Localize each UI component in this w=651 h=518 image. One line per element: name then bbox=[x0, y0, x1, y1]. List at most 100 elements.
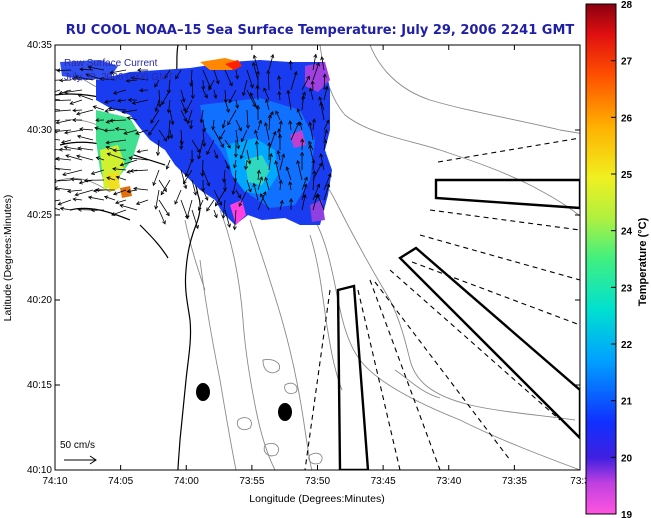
current-vector bbox=[227, 109, 237, 126]
y-axis-ticks: 40:35 40:30 40:25 40:20 40:15 40:10 bbox=[27, 40, 580, 476]
current-vector bbox=[169, 109, 174, 125]
current-vector bbox=[257, 120, 262, 131]
scale-label: 50 cm/s bbox=[60, 440, 95, 451]
current-vector-head bbox=[63, 90, 69, 95]
current-vector-head bbox=[76, 111, 81, 116]
current-vector bbox=[308, 141, 314, 151]
current-vector bbox=[253, 183, 259, 201]
current-vector-head bbox=[288, 181, 293, 186]
current-vector-head bbox=[99, 76, 104, 81]
current-vector bbox=[70, 99, 83, 105]
current-vector bbox=[104, 129, 116, 132]
current-vector bbox=[108, 108, 127, 111]
current-vector-head bbox=[252, 61, 256, 67]
current-vector bbox=[55, 99, 72, 102]
current-vector-head bbox=[109, 70, 114, 75]
current-vector-head bbox=[129, 168, 134, 173]
current-vector bbox=[65, 154, 83, 161]
current-vector-head bbox=[51, 68, 54, 71]
current-vector-head bbox=[70, 177, 75, 182]
current-vector-head bbox=[64, 130, 69, 135]
current-vector bbox=[88, 66, 105, 71]
current-vector bbox=[55, 167, 72, 171]
current-vector bbox=[224, 69, 233, 86]
current-vector bbox=[233, 159, 237, 168]
current-vector-head bbox=[55, 156, 60, 161]
current-vector-head bbox=[223, 187, 228, 192]
current-vector bbox=[309, 145, 314, 161]
current-vector-head bbox=[200, 172, 205, 177]
current-vector-head bbox=[136, 149, 141, 154]
x-tick-label: 74:05 bbox=[108, 476, 133, 487]
current-vector bbox=[106, 177, 116, 181]
colorbar: 28 27 26 25 24 23 22 21 20 19 Temperature (°C) bbox=[585, 0, 649, 518]
current-vector bbox=[301, 177, 308, 191]
current-vector bbox=[113, 149, 127, 151]
current-vector bbox=[56, 119, 72, 124]
current-vector bbox=[275, 160, 281, 181]
current-vector bbox=[55, 158, 61, 161]
current-vector-head bbox=[278, 179, 283, 184]
current-vector-head bbox=[308, 87, 313, 92]
current-vector bbox=[58, 199, 72, 205]
current-vector bbox=[323, 139, 326, 151]
current-vector-head bbox=[303, 183, 308, 188]
current-vector-head bbox=[215, 80, 220, 85]
current-vector-head bbox=[183, 184, 188, 190]
current-vector-head bbox=[289, 198, 294, 203]
current-vector-head bbox=[308, 144, 313, 149]
current-vector-head bbox=[126, 116, 131, 121]
current-vector-head bbox=[225, 108, 230, 114]
colorbar-tick-label: 24 bbox=[621, 227, 633, 238]
current-vector-head bbox=[221, 124, 226, 129]
current-vector-head bbox=[56, 68, 61, 73]
current-vector-head bbox=[103, 195, 109, 200]
current-vector bbox=[115, 199, 127, 204]
current-vector bbox=[191, 179, 197, 196]
current-vector-head bbox=[152, 181, 157, 187]
current-vector-head bbox=[69, 101, 74, 105]
current-vector-head bbox=[241, 91, 246, 97]
current-vector bbox=[297, 160, 303, 181]
current-vector bbox=[320, 102, 325, 121]
colorbar-tick-label: 28 bbox=[621, 0, 633, 11]
map-plot-area bbox=[51, 45, 580, 470]
current-vector bbox=[77, 94, 94, 101]
current-vector-head bbox=[263, 87, 268, 92]
current-vector-head bbox=[204, 196, 209, 201]
current-vector-head bbox=[169, 134, 174, 139]
current-vector bbox=[202, 69, 212, 89]
current-vector-head bbox=[131, 100, 136, 105]
current-vector bbox=[202, 169, 210, 186]
current-vector-head bbox=[55, 112, 56, 113]
current-vector-head bbox=[94, 126, 99, 131]
current-vector bbox=[56, 69, 72, 71]
current-vector-head bbox=[235, 104, 240, 109]
current-vector bbox=[137, 149, 149, 153]
current-vector bbox=[115, 128, 127, 131]
current-vector-head bbox=[164, 74, 169, 79]
x-tick-label: 74:00 bbox=[174, 476, 199, 487]
current-vector bbox=[312, 159, 315, 171]
current-vector-head bbox=[276, 149, 281, 155]
current-vector-head bbox=[206, 207, 210, 212]
x-tick-label: 73:50 bbox=[305, 476, 330, 487]
current-vector bbox=[309, 122, 314, 141]
current-vector-head bbox=[219, 135, 223, 141]
current-vector-head bbox=[184, 172, 189, 178]
current-vector bbox=[268, 54, 274, 71]
current-vector bbox=[223, 169, 226, 183]
current-vector bbox=[202, 119, 206, 132]
current-vector bbox=[96, 156, 105, 161]
current-vector-head bbox=[103, 128, 108, 133]
current-vector-head bbox=[310, 80, 315, 85]
current-vector-head bbox=[264, 121, 269, 127]
current-vector-head bbox=[104, 108, 109, 113]
current-vector bbox=[107, 153, 127, 161]
current-vector bbox=[206, 139, 215, 155]
current-vector bbox=[321, 56, 325, 71]
current-vector bbox=[106, 146, 116, 151]
current-vector-head bbox=[95, 187, 100, 192]
current-vector bbox=[202, 129, 205, 147]
current-vector bbox=[158, 89, 161, 107]
